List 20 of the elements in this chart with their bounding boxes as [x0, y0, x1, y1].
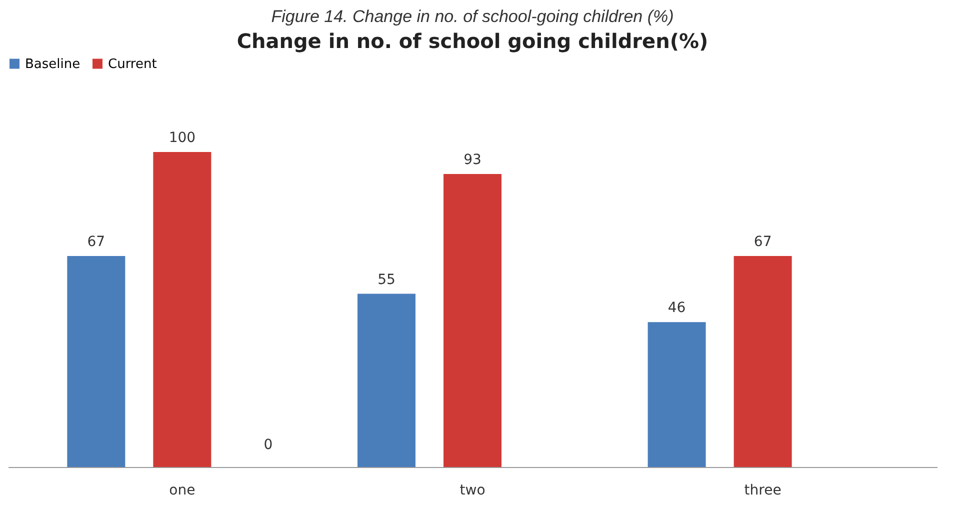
legend-label: Current [108, 56, 157, 72]
data-label: 93 [464, 152, 482, 168]
bar [734, 256, 792, 467]
data-label: 100 [168, 130, 196, 146]
data-label: 46 [668, 300, 686, 316]
bar [444, 174, 502, 467]
legend-label: Baseline [25, 56, 80, 72]
data-label: 67 [87, 234, 106, 250]
data-label: 67 [754, 234, 772, 250]
data-label: 55 [378, 272, 396, 288]
chart-subtitle: Change in no. of school going children(%) [236, 29, 708, 53]
x-tick-label: one [169, 482, 196, 498]
chart-title: Figure 14. Change in no. of school-going children (%) [271, 7, 674, 26]
bar [67, 256, 126, 467]
bar [648, 322, 706, 467]
bar [357, 294, 416, 467]
x-tick-label: three [744, 482, 782, 498]
bar [153, 152, 212, 467]
x-tick-label: two [460, 482, 486, 498]
annotation: 0 [264, 437, 273, 453]
